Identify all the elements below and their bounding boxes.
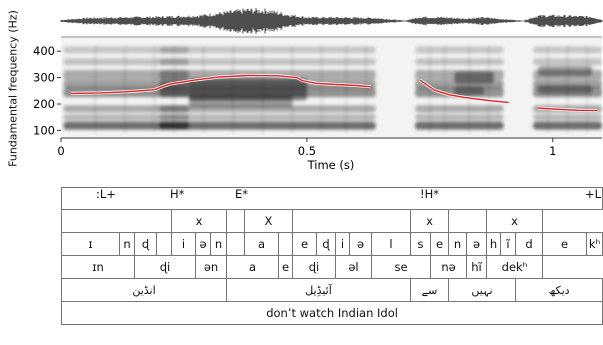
stress-cell [61, 209, 172, 233]
y-tick-label: 100 [33, 123, 55, 137]
phone-cell [278, 232, 293, 256]
phone-tier: ɪ n ɖ i ə n a e ɖ i ə l s e n ə h ĩ d e kʰ [61, 232, 603, 256]
phone-cell: l [371, 232, 411, 256]
phone-cell: i [171, 232, 196, 256]
x-axis-label: Time (s) [307, 158, 355, 172]
syllable-tier: ɪn ɖi ən a e ɖi əl se nə hĩ dekʰ [61, 255, 603, 279]
pitch-contour-segment [419, 79, 509, 104]
stress-cell: x [171, 209, 227, 233]
stress-cell: x [486, 209, 543, 233]
phone-cell: n [210, 232, 227, 256]
phone-cell: ə [349, 232, 372, 256]
phone-cell: ĩ [500, 232, 516, 256]
phone-cell: e [542, 232, 587, 256]
y-tick-label: 200 [33, 97, 55, 111]
word-cell: دیکھ [514, 278, 603, 302]
syllable-cell: se [371, 255, 431, 279]
syllable-cell: əl [335, 255, 372, 279]
tone-label: H* [170, 187, 185, 202]
pitch-contour-segment [70, 74, 371, 95]
phone-cell: e [430, 232, 449, 256]
phone-cell: d [515, 232, 543, 256]
x-tick-label: 0 [57, 144, 64, 158]
x-axis-ticks: 0 0.5 1 [57, 138, 556, 158]
phone-cell: kʰ [585, 232, 603, 256]
stress-cell: x [410, 209, 449, 233]
stress-cell [448, 209, 487, 233]
x-tick-label: 0.5 [298, 144, 316, 158]
syllable-cell: ɖi [292, 255, 336, 279]
y-tick-label: 300 [33, 71, 55, 85]
phone-cell: n [448, 232, 467, 256]
syllable-cell: dekʰ [486, 255, 543, 279]
stress-cell [226, 209, 245, 233]
y-tick-label: 400 [33, 44, 55, 58]
word-cell: آئیڈِیل [226, 278, 411, 302]
x-tick-label: 1 [549, 144, 556, 158]
phone-cell: s [410, 232, 431, 256]
phone-cell: ɖ [134, 232, 157, 256]
spectrogram [63, 46, 602, 133]
phone-cell: ə [195, 232, 211, 256]
tone-label: E* [235, 187, 249, 202]
word-tier: انڈین آئیڈِیل سے نہیں دیکھ [61, 278, 603, 302]
syllable-cell: hĩ [466, 255, 487, 279]
phone-cell [156, 232, 172, 256]
stress-cell [292, 209, 411, 233]
tone-label: +L [585, 187, 602, 202]
syllable-cell: nə [430, 255, 467, 279]
syllable-cell: a [226, 255, 279, 279]
pitch-contour-segment [538, 107, 598, 112]
phone-cell: n [119, 232, 135, 256]
translation-tier: don’t watch Indian Idol [60, 301, 603, 325]
y-axis-ticks: 100 200 300 400 [33, 44, 61, 137]
phone-cell: ə [466, 232, 487, 256]
word-cell: نہیں [448, 278, 516, 302]
waveform [60, 8, 603, 34]
pitch-track [70, 74, 598, 113]
phone-cell: e [292, 232, 317, 256]
tone-label: !H* [420, 187, 440, 202]
phone-cell: ɖ [316, 232, 336, 256]
syllable-cell: e [278, 255, 293, 279]
phone-cell: a [244, 232, 279, 256]
tone-tier: :L+ H* E* !H* +L [60, 187, 603, 210]
tone-label: :L+ [96, 187, 116, 202]
word-cell: سے [410, 278, 449, 302]
syllable-cell: ɪn [61, 255, 135, 279]
syllable-cell: ən [195, 255, 227, 279]
phone-cell: h [486, 232, 501, 256]
stress-cell: X [244, 209, 293, 233]
phone-cell: i [335, 232, 350, 256]
phone-cell: ɪ [61, 232, 120, 256]
syllable-cell: ɖi [134, 255, 196, 279]
word-cell: انڈین [61, 278, 227, 302]
phone-cell [226, 232, 245, 256]
